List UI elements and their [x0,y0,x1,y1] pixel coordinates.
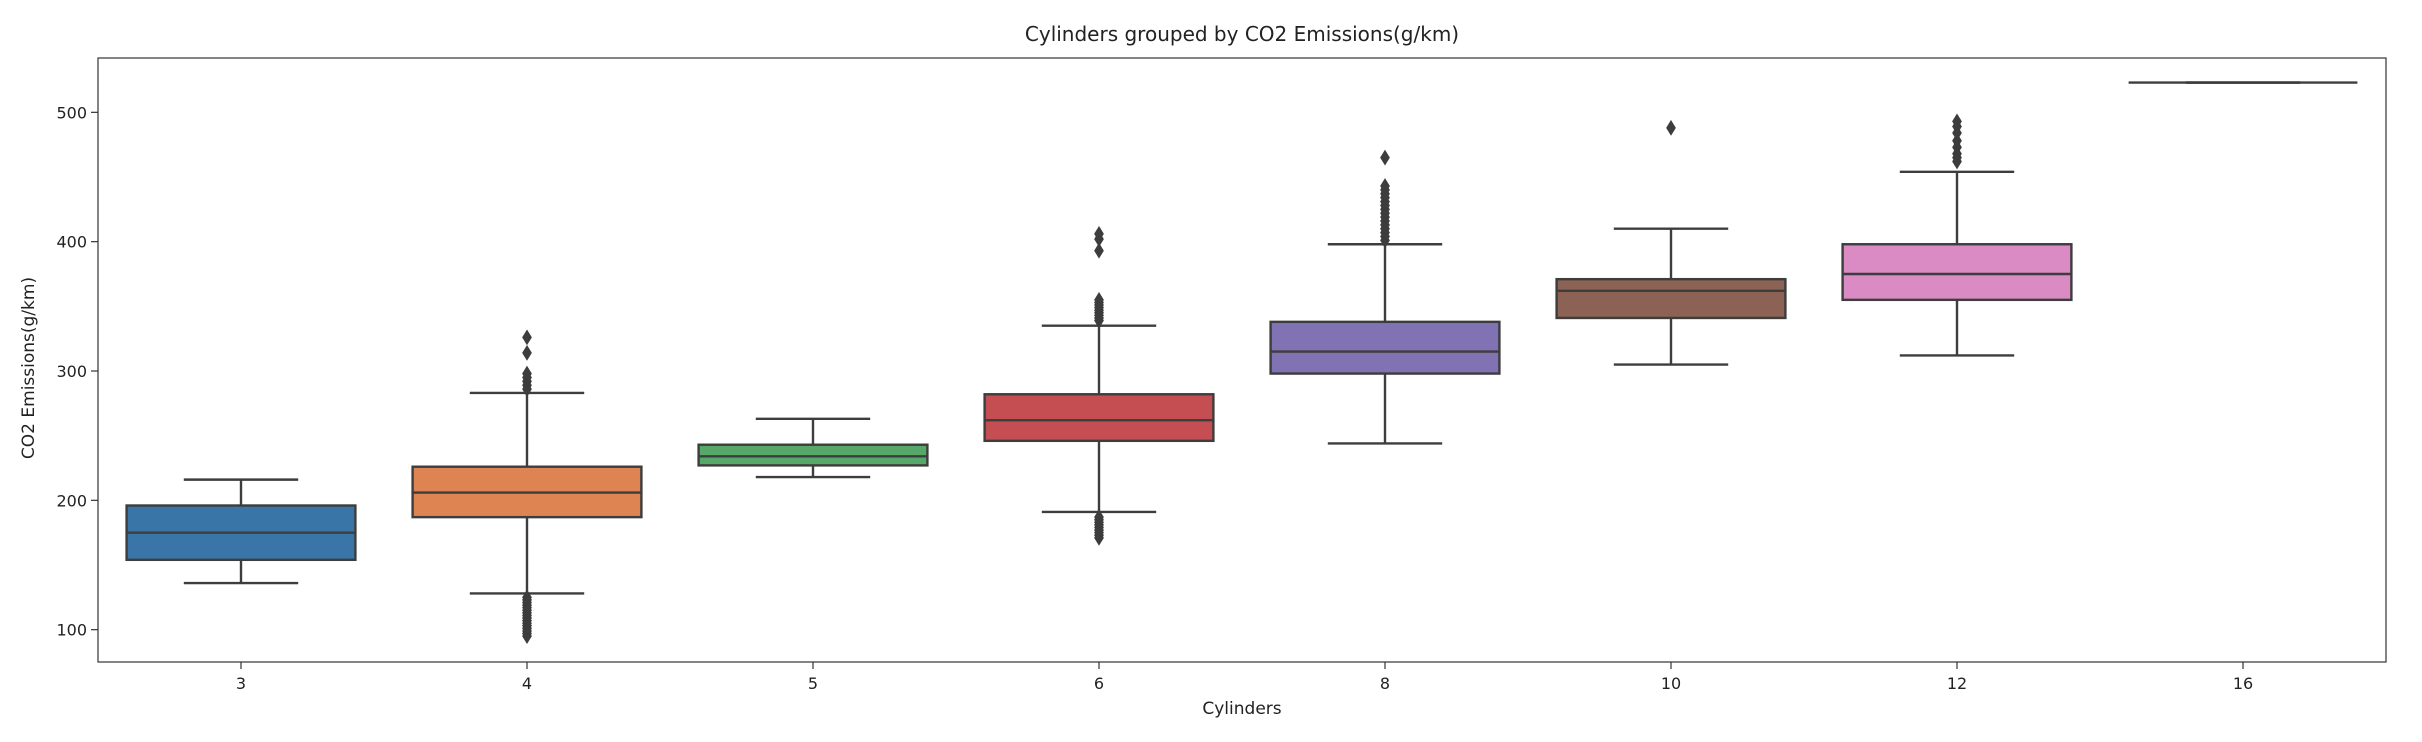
x-axis: 3 4 5 6 8 10 12 16 [236,662,2253,693]
outlier-point [1666,119,1676,136]
outlier-point [1952,113,1962,130]
x-tick-label: 10 [1661,674,1681,693]
y-axis: 100 200 300 400 500 [56,103,98,640]
y-tick-label: 500 [56,103,87,122]
x-tick-label: 6 [1094,674,1104,693]
y-tick-label: 200 [56,491,87,510]
iqr-box [983,393,1215,443]
outlier-point [1380,149,1390,166]
box-cyl-6 [983,225,1215,546]
y-tick-label: 300 [56,362,87,381]
outlier-point [522,365,532,382]
box-cyl-4 [411,329,643,645]
x-tick-label: 5 [808,674,818,693]
outlier-point [522,344,532,361]
box-cyl-10 [1555,119,1787,366]
box-cyl-3 [125,478,357,585]
iqr-box [1555,277,1787,320]
chart-title: Cylinders grouped by CO2 Emissions(g/km) [1025,22,1459,46]
iqr-box [1841,243,2073,302]
outlier-point [1094,509,1104,526]
outlier-point [1094,291,1104,308]
y-tick-label: 100 [56,621,87,640]
iqr-box [1269,320,1501,375]
box-cyl-12 [1841,113,2073,357]
outlier-point [1380,178,1390,194]
y-tick-label: 400 [56,233,87,252]
x-tick-label: 8 [1380,674,1390,693]
outlier-point [1094,225,1104,242]
y-axis-title: CO2 Emissions(g/km) [19,277,39,459]
outlier-point [522,329,532,346]
outlier-point [522,589,532,606]
box-cyl-8 [1269,149,1501,445]
x-tick-label: 16 [2233,674,2253,693]
box-series [125,81,2358,645]
x-axis-title: Cylinders [1202,699,1281,719]
x-tick-label: 12 [1947,674,1967,693]
box-cyl-5 [697,417,929,479]
outlier-point [1094,242,1104,259]
iqr-box [697,443,929,467]
x-tick-label: 4 [522,674,532,693]
x-tick-label: 3 [236,674,246,693]
plot-frame [97,57,2387,663]
